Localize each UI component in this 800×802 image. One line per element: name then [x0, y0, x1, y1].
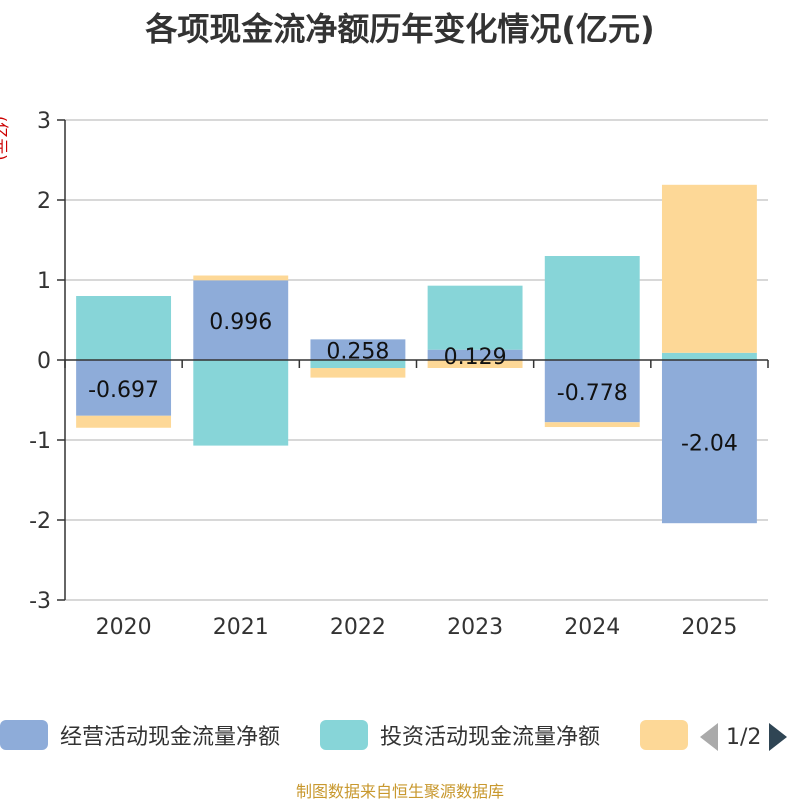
legend-swatch-investing: [320, 720, 368, 750]
y-tick-label: 3: [37, 109, 51, 134]
x-tick-label: 2024: [564, 615, 620, 640]
legend-page-indicator: 1/2: [726, 724, 762, 750]
y-tick-label: 2: [37, 189, 51, 214]
bar-financing-2020: [76, 415, 172, 428]
bar-operating-2024: [544, 360, 640, 423]
bar-operating-2025: [661, 360, 757, 524]
data-label-operating-2021: 0.996: [209, 310, 272, 335]
legend-prev-icon[interactable]: [700, 723, 718, 751]
bar-investing-2024: [544, 256, 640, 360]
legend-pager: 1/2: [700, 720, 788, 754]
bar-investing-2020: [76, 296, 172, 360]
legend-next-icon[interactable]: [769, 723, 788, 751]
legend-item-investing[interactable]: 投资活动现金流量净额: [320, 718, 600, 752]
bar-financing-2024: [544, 422, 640, 428]
data-label-operating-2020: -0.697: [88, 378, 159, 403]
bar-investing-2025: [661, 352, 757, 360]
y-tick-label: -2: [29, 509, 51, 534]
bar-investing-2022: [310, 360, 406, 368]
data-label-operating-2024: -0.778: [557, 381, 628, 406]
legend-swatch-operating: [0, 720, 48, 750]
data-label-operating-2022: 0.258: [326, 340, 389, 365]
bar-chart: -3 -2 -1 0 1 2 3 2020 2021 2022 2023 2024 2025 -0.69…: [29, 109, 769, 640]
data-source-note: 制图数据来自恒生聚源数据库: [295, 782, 504, 801]
data-label-operating-2023: 0.129: [444, 345, 507, 370]
legend-item-financing[interactable]: [640, 718, 688, 752]
bar-financing-2025: [661, 184, 757, 353]
y-tick-label: -3: [29, 589, 51, 614]
legend-label-operating: 经营活动现金流量净额: [60, 725, 281, 750]
x-tick-label: 2025: [681, 615, 737, 640]
x-tick-label: 2022: [330, 615, 386, 640]
x-tick-label: 2020: [96, 615, 152, 640]
data-label-operating-2025: -2.04: [681, 432, 738, 457]
bar-investing-2023: [427, 285, 523, 350]
x-tick-label: 2023: [447, 615, 503, 640]
chart-title: 各项现金流净额历年变化情况(亿元): [145, 10, 655, 48]
y-tick-label: 0: [37, 349, 51, 374]
y-tick-label: 1: [37, 269, 51, 294]
bar-financing-2023: [427, 360, 523, 368]
bar-operating-2023: [427, 349, 523, 360]
legend-item-operating[interactable]: 经营活动现金流量净额: [0, 718, 280, 752]
bar-investing-2021: [193, 360, 289, 446]
bar-operating-2020: [76, 360, 172, 416]
legend: 经营活动现金流量净额 投资活动现金流量净额 1/2: [0, 712, 800, 758]
bar-operating-2021: [193, 280, 289, 360]
bar-financing-2022: [310, 368, 406, 378]
y-tick-label: -1: [29, 429, 51, 454]
legend-swatch-financing: [640, 720, 688, 750]
bar-financing-2021: [193, 275, 289, 281]
x-tick-label: 2021: [213, 615, 269, 640]
bar-operating-2022: [310, 339, 406, 360]
legend-label-investing: 投资活动现金流量净额: [380, 725, 601, 750]
